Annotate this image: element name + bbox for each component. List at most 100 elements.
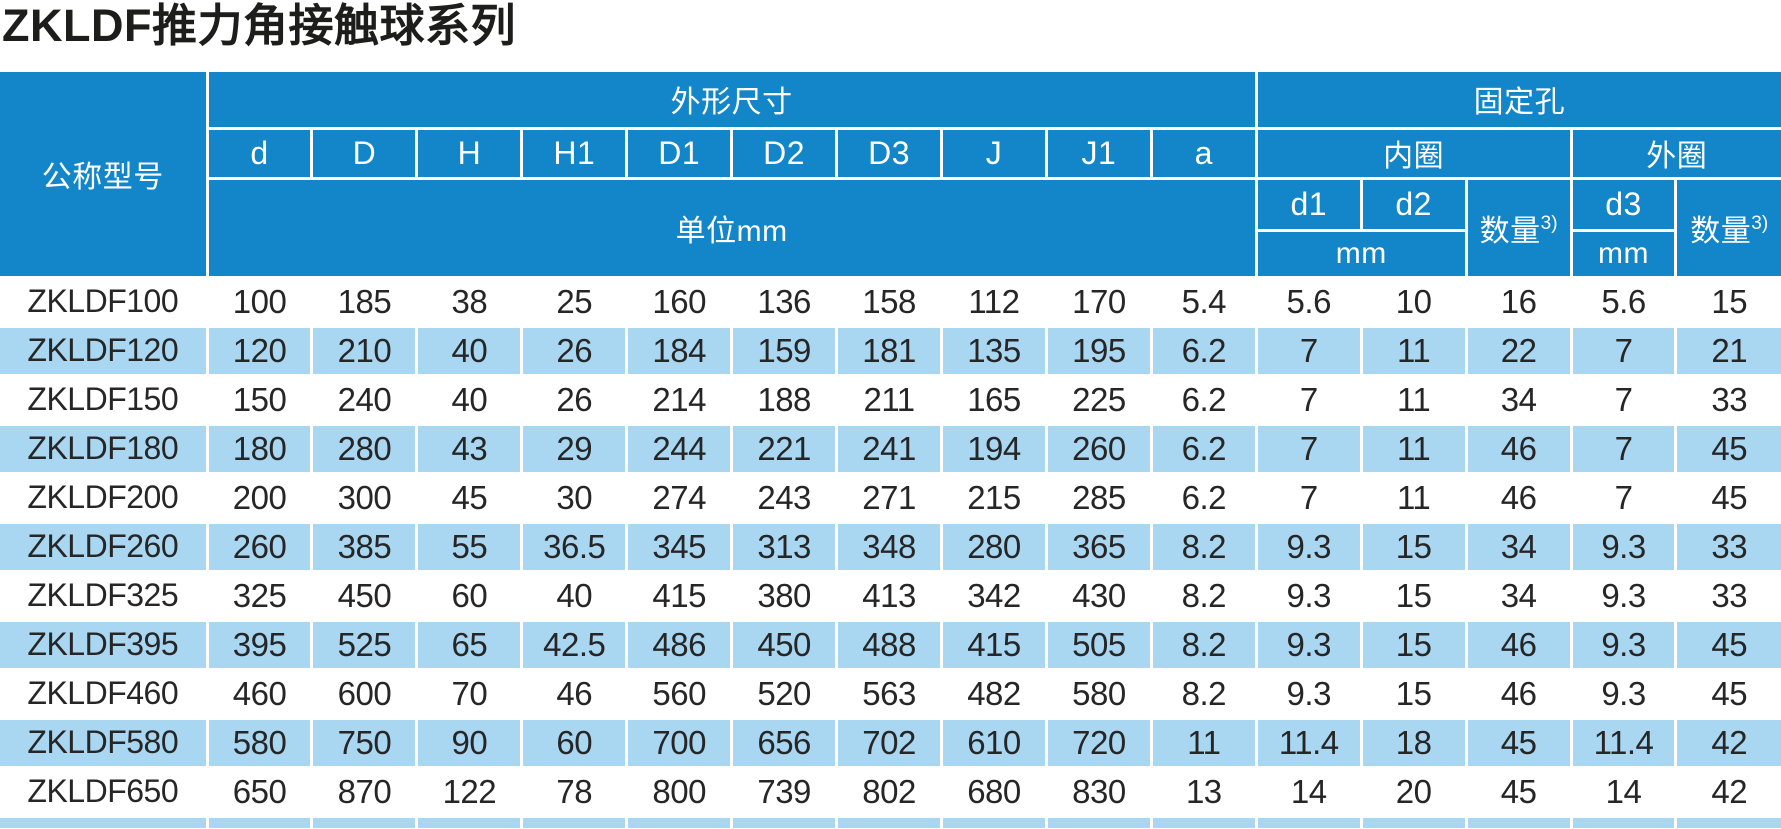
value-cell: 45 [1674, 618, 1781, 671]
value-cell [940, 814, 1048, 829]
value-cell: 8.2 [1149, 667, 1258, 720]
table-row: ZKLDF260 260 385 55 36.5 345 313 348 280 365 8.2 9.… [0, 520, 1781, 573]
header-qty-inner: 数量3) [1464, 176, 1573, 279]
page-title: ZKLDF推力角接触球系列 [2, 0, 516, 51]
value-cell: 280 [310, 422, 419, 475]
value-cell: 221 [730, 422, 839, 475]
value-cell [730, 814, 839, 829]
value-cell: 9.3 [1569, 618, 1678, 671]
value-cell: 8.2 [1149, 569, 1258, 622]
value-cell: 165 [940, 373, 1048, 426]
value-cell: 215 [940, 471, 1048, 524]
value-cell: 225 [1044, 373, 1153, 426]
value-cell: 159 [730, 324, 839, 377]
value-cell: 170 [1044, 275, 1153, 328]
value-cell: 120 [205, 324, 314, 377]
value-cell: 45 [1464, 716, 1573, 769]
value-cell: 7 [1254, 324, 1363, 377]
value-cell: 6.2 [1149, 373, 1258, 426]
model-cell: ZKLDF180 [0, 422, 209, 475]
table-row-partial [0, 814, 1781, 829]
value-cell: 9.3 [1569, 520, 1678, 573]
value-cell: 8.2 [1149, 520, 1258, 573]
value-cell [1149, 814, 1258, 829]
value-cell: 560 [625, 667, 734, 720]
value-cell: 38 [415, 275, 524, 328]
header-fixing-holes-group: 固定孔 [1254, 72, 1781, 130]
value-cell: 5.6 [1254, 275, 1363, 328]
model-cell: ZKLDF325 [0, 569, 209, 622]
value-cell: 325 [205, 569, 314, 622]
model-cell: ZKLDF650 [0, 765, 209, 818]
header-columns-row: d D H H1 D1 D2 D3 J J1 a 内圈 外圈 [0, 126, 1781, 180]
value-cell: 30 [520, 471, 629, 524]
value-cell: 40 [415, 373, 524, 426]
value-cell: 720 [1044, 716, 1153, 769]
value-cell: 60 [415, 569, 524, 622]
qty-footnote-marker: 3) [1751, 212, 1769, 234]
value-cell: 100 [205, 275, 314, 328]
table-row: ZKLDF150 150 240 40 26 214 188 211 165 225 6.2 7 11 3… [0, 373, 1781, 426]
header-col-J1: J1 [1044, 126, 1153, 180]
value-cell: 348 [835, 520, 944, 573]
value-cell: 46 [1464, 422, 1573, 475]
value-cell [520, 814, 629, 829]
value-cell: 580 [205, 716, 314, 769]
table-header: 公称型号 外形尺寸 固定孔 d D H H1 D1 D2 D3 J J1 a 内… [0, 72, 1781, 279]
value-cell: 9.3 [1569, 667, 1678, 720]
value-cell: 750 [310, 716, 419, 769]
value-cell: 8.2 [1149, 618, 1258, 671]
header-unit: 单位mm [207, 176, 1258, 279]
value-cell: 33 [1674, 373, 1781, 426]
qty-label: 数量 [1690, 214, 1752, 248]
value-cell: 365 [1044, 520, 1153, 573]
value-cell: 42 [1674, 765, 1781, 818]
value-cell: 800 [625, 765, 734, 818]
value-cell: 45 [415, 471, 524, 524]
value-cell: 385 [310, 520, 419, 573]
value-cell: 33 [1674, 569, 1781, 622]
value-cell: 7 [1569, 422, 1678, 475]
value-cell: 45 [1464, 765, 1573, 818]
table-row: ZKLDF580 580 750 90 60 700 656 702 610 720 11 11.4 1… [0, 716, 1781, 769]
value-cell: 656 [730, 716, 839, 769]
header-dimensions-group: 外形尺寸 [205, 72, 1258, 130]
value-cell: 194 [940, 422, 1048, 475]
value-cell: 135 [940, 324, 1048, 377]
value-cell: 55 [415, 520, 524, 573]
value-cell: 136 [730, 275, 839, 328]
value-cell: 285 [1044, 471, 1153, 524]
model-cell: ZKLDF395 [0, 618, 209, 671]
header-outer-ring: 外圈 [1569, 126, 1781, 180]
value-cell: 274 [625, 471, 734, 524]
value-cell: 160 [625, 275, 734, 328]
value-cell: 702 [835, 716, 944, 769]
value-cell: 29 [520, 422, 629, 475]
value-cell: 413 [835, 569, 944, 622]
value-cell: 11 [1359, 324, 1468, 377]
value-cell: 112 [940, 275, 1048, 328]
value-cell: 244 [625, 422, 734, 475]
value-cell: 46 [1464, 471, 1573, 524]
value-cell: 18 [1359, 716, 1468, 769]
value-cell: 580 [1044, 667, 1153, 720]
model-cell: ZKLDF580 [0, 716, 209, 769]
value-cell: 200 [205, 471, 314, 524]
value-cell: 6.2 [1149, 422, 1258, 475]
value-cell: 450 [730, 618, 839, 671]
table-row: ZKLDF325 325 450 60 40 415 380 413 342 430 8.2 9.3 1… [0, 569, 1781, 622]
value-cell: 122 [415, 765, 524, 818]
value-cell: 7 [1569, 324, 1678, 377]
value-cell: 26 [520, 324, 629, 377]
header-qty-outer: 数量3) [1674, 176, 1781, 279]
model-cell: ZKLDF460 [0, 667, 209, 720]
value-cell: 680 [940, 765, 1048, 818]
table-body: ZKLDF100 100 185 38 25 160 136 158 112 170 5.4 5.6 1… [0, 275, 1781, 829]
value-cell: 65 [415, 618, 524, 671]
header-col-D: D [310, 126, 419, 180]
value-cell: 7 [1569, 373, 1678, 426]
value-cell [1569, 814, 1678, 829]
value-cell: 34 [1464, 569, 1573, 622]
value-cell [1254, 814, 1363, 829]
